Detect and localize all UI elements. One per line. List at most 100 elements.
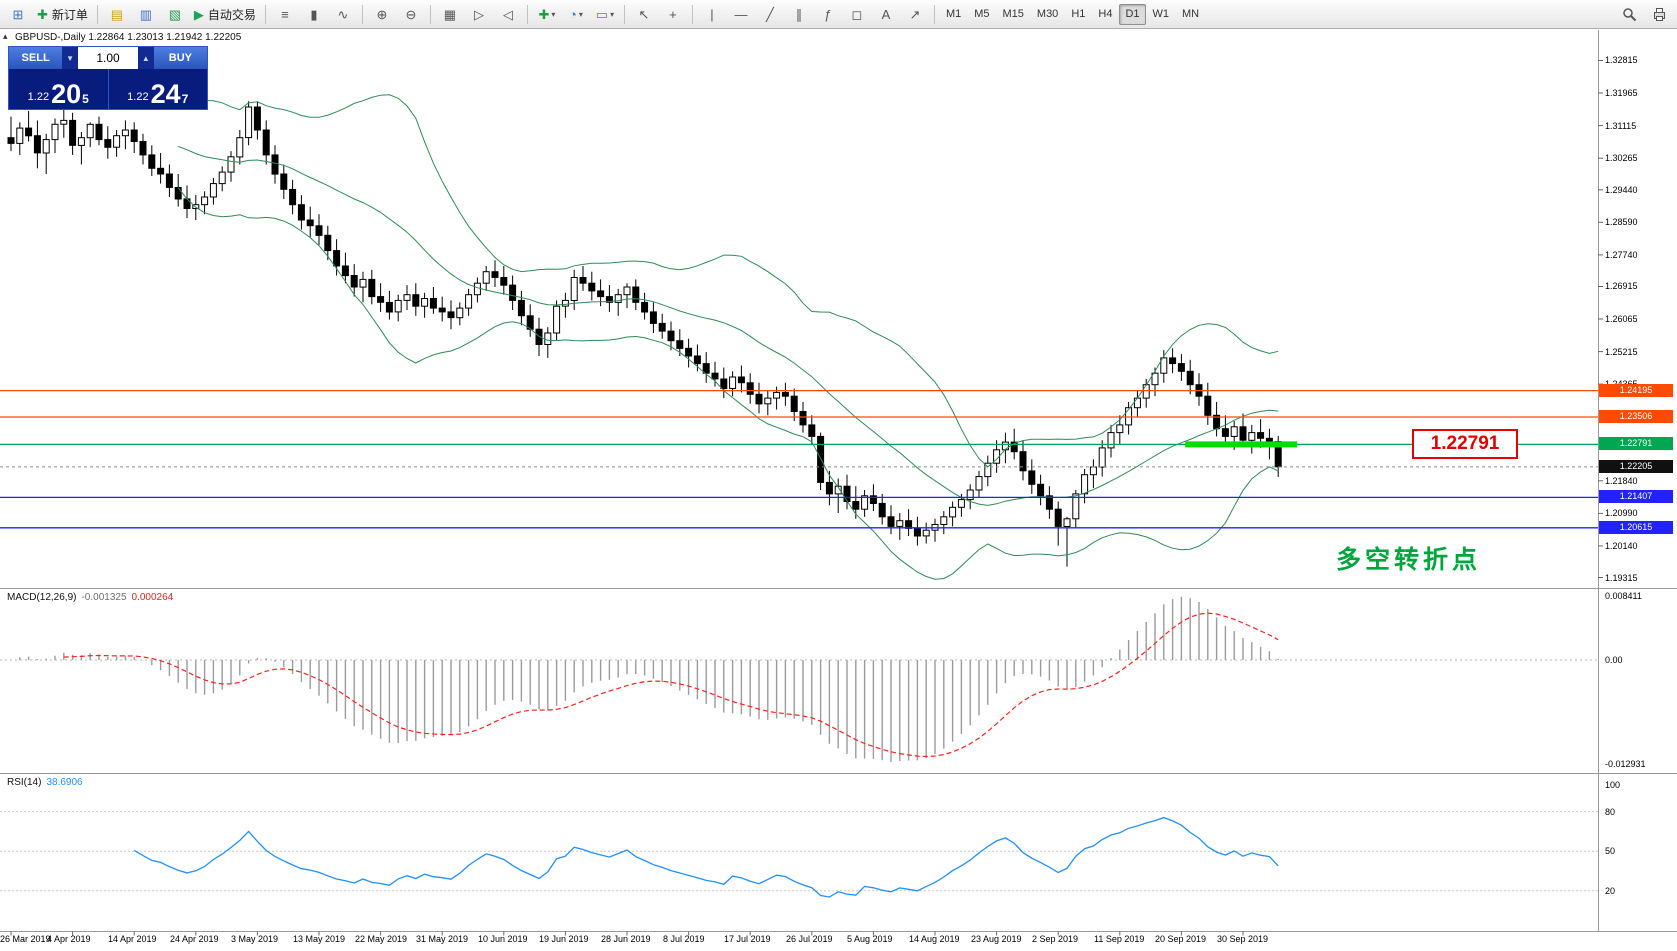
arrows-icon: ↗ xyxy=(909,6,921,22)
periods-button[interactable]: ◔ ▾ xyxy=(562,2,590,26)
print-button[interactable] xyxy=(1645,2,1673,26)
volume-decrease-button[interactable]: ▼ xyxy=(62,47,78,69)
auto-scroll-icon: ▷ xyxy=(473,6,484,22)
macd-main-value: -0.001325 xyxy=(81,592,127,603)
macd-indicator-label: MACD(12,26,9) -0.001325 0.000264 xyxy=(7,592,173,603)
fibonacci-icon: ƒ xyxy=(824,6,832,22)
hline-price-label[interactable]: 1.20615 xyxy=(1599,521,1673,534)
chart-shift-button[interactable]: ◁ xyxy=(494,2,522,26)
price-axis: 1.32815 1.31965 1.31115 1.30265 1.29440 1.285… xyxy=(1602,0,1676,951)
shapes-button[interactable]: ◻ xyxy=(843,2,871,26)
toolbar-separator xyxy=(526,4,528,24)
navigator-button[interactable]: ▧ xyxy=(161,2,189,26)
zoom-out-button[interactable]: ⊖ xyxy=(397,2,425,26)
chart-shift-icon: ◁ xyxy=(502,6,513,22)
tile-windows-button[interactable]: ▦ xyxy=(436,2,464,26)
data-window-button[interactable]: ▥ xyxy=(132,2,160,26)
timeframe-W1-button[interactable]: W1 xyxy=(1152,8,1170,20)
turning-point-annotation[interactable]: 多空转折点 xyxy=(1336,546,1482,574)
timeframe-D1-button[interactable]: D1 xyxy=(1119,3,1146,25)
search-button[interactable] xyxy=(1615,2,1643,26)
toolbar-separator xyxy=(96,4,98,24)
horizontal-line-icon: — xyxy=(734,6,748,22)
candlestick-chart-button[interactable]: ▮ xyxy=(300,2,328,26)
rsi-value: 38.6906 xyxy=(46,777,83,788)
price-tick-marks xyxy=(1598,60,1603,578)
volume-input[interactable] xyxy=(78,47,138,69)
price-tick-label: 1.28590 xyxy=(1605,217,1638,227)
templates-button[interactable]: ▭ ▾ xyxy=(591,2,619,26)
horizontal-line-button[interactable]: — xyxy=(727,2,755,26)
line-chart-button[interactable]: ∿ xyxy=(329,2,357,26)
auto-scroll-button[interactable]: ▷ xyxy=(465,2,493,26)
fibonacci-button[interactable]: ƒ xyxy=(814,2,842,26)
tile-windows-icon: ▦ xyxy=(443,6,457,22)
date-tick-label: 13 May 2019 xyxy=(293,934,346,944)
date-tick-label: 4 Apr 2019 xyxy=(47,934,91,944)
indicators-icon: ✚ xyxy=(538,6,550,22)
sell-price-button[interactable]: 1.22 20 5 xyxy=(9,69,108,109)
bar-chart-button[interactable]: ≡ xyxy=(271,2,299,26)
timeframe-MN-button[interactable]: MN xyxy=(1182,8,1200,20)
search-icon xyxy=(1622,7,1636,21)
buy-button[interactable]: BUY xyxy=(153,47,207,69)
date-tick-label: 26 Jul 2019 xyxy=(786,934,833,944)
dropdown-caret-icon: ▾ xyxy=(578,9,583,19)
timeframe-H4-button[interactable]: H4 xyxy=(1098,8,1113,20)
market-watch-button[interactable]: ▤ xyxy=(103,2,131,26)
macd-signal-value: 0.000264 xyxy=(131,592,174,603)
sell-button[interactable]: SELL xyxy=(9,47,63,69)
trendline-button[interactable]: ╱ xyxy=(756,2,784,26)
sell-price-big: 20 xyxy=(51,78,82,109)
volume-increase-button[interactable]: ▲ xyxy=(138,47,154,69)
timeframe-M5-button[interactable]: M5 xyxy=(974,8,990,20)
timeframe-H1-button[interactable]: H1 xyxy=(1071,8,1086,20)
shapes-icon: ◻ xyxy=(851,6,863,22)
date-tick-label: 30 Sep 2019 xyxy=(1217,934,1269,944)
navigator-icon: ▧ xyxy=(168,6,182,22)
vertical-line-button[interactable]: | xyxy=(698,2,726,26)
date-tick-marks xyxy=(10,931,1244,936)
crosshair-button[interactable]: + xyxy=(659,2,687,26)
hline-price-label[interactable]: 1.24195 xyxy=(1599,384,1673,397)
panel-collapse-icon[interactable]: ▴ xyxy=(3,31,8,41)
toolbar-separator xyxy=(264,4,266,24)
buy-price-button[interactable]: 1.22 24 7 xyxy=(109,69,208,109)
channel-button[interactable]: ∥ xyxy=(785,2,813,26)
timeframe-M1-button[interactable]: M1 xyxy=(945,8,962,20)
sell-price-sup: 5 xyxy=(82,92,89,106)
autotrading-button[interactable]: ▶ 自动交易 xyxy=(190,2,260,26)
date-tick-label: 14 Aug 2019 xyxy=(909,934,960,944)
indicators-button[interactable]: ✚ ▾ xyxy=(533,2,561,26)
hline-price-label[interactable]: 1.22791 xyxy=(1599,437,1673,450)
price-callout-box[interactable]: 1.22791 xyxy=(1412,429,1518,459)
print-icon xyxy=(1653,7,1665,21)
timeframe-M30-button[interactable]: M30 xyxy=(1036,8,1059,20)
macd-axis-label: -0.012931 xyxy=(1605,759,1646,769)
macd-axis: 0.008411 0.00 -0.012931 xyxy=(1602,0,1676,951)
text-button[interactable]: A xyxy=(872,2,900,26)
zoom-in-button[interactable]: ⊕ xyxy=(368,2,396,26)
timeframe-M15-button[interactable]: M15 xyxy=(1002,8,1024,20)
horizontal-lines[interactable] xyxy=(0,389,1598,529)
arrows-button[interactable]: ↗ xyxy=(901,2,929,26)
price-tick-label: 1.29440 xyxy=(1605,185,1638,195)
date-tick-label: 31 May 2019 xyxy=(416,934,469,944)
hline-price-label[interactable]: 1.21407 xyxy=(1599,490,1673,503)
periods-icon: ◔ xyxy=(569,6,577,22)
trade-panel-divider xyxy=(107,69,109,109)
date-tick-label: 17 Jul 2019 xyxy=(724,934,771,944)
text-icon: A xyxy=(881,6,891,22)
new-order-button[interactable]: ✚ 新订单 xyxy=(33,2,92,26)
rsi-name: RSI(14) xyxy=(7,777,42,788)
price-tick-label: 1.32815 xyxy=(1605,55,1638,65)
toolbar-separator xyxy=(933,4,935,24)
hline-price-label[interactable]: 1.23506 xyxy=(1599,410,1673,423)
new-chart-button[interactable]: ⊞ xyxy=(4,2,32,26)
date-tick-label: 11 Sep 2019 xyxy=(1094,934,1145,944)
cursor-button[interactable]: ↖ xyxy=(630,2,658,26)
price-line-labels: 1.24195 1.23506 1.22791 1.21407 1.20615 1.222… xyxy=(1599,0,1676,951)
price-tick-label: 1.20990 xyxy=(1605,508,1638,518)
